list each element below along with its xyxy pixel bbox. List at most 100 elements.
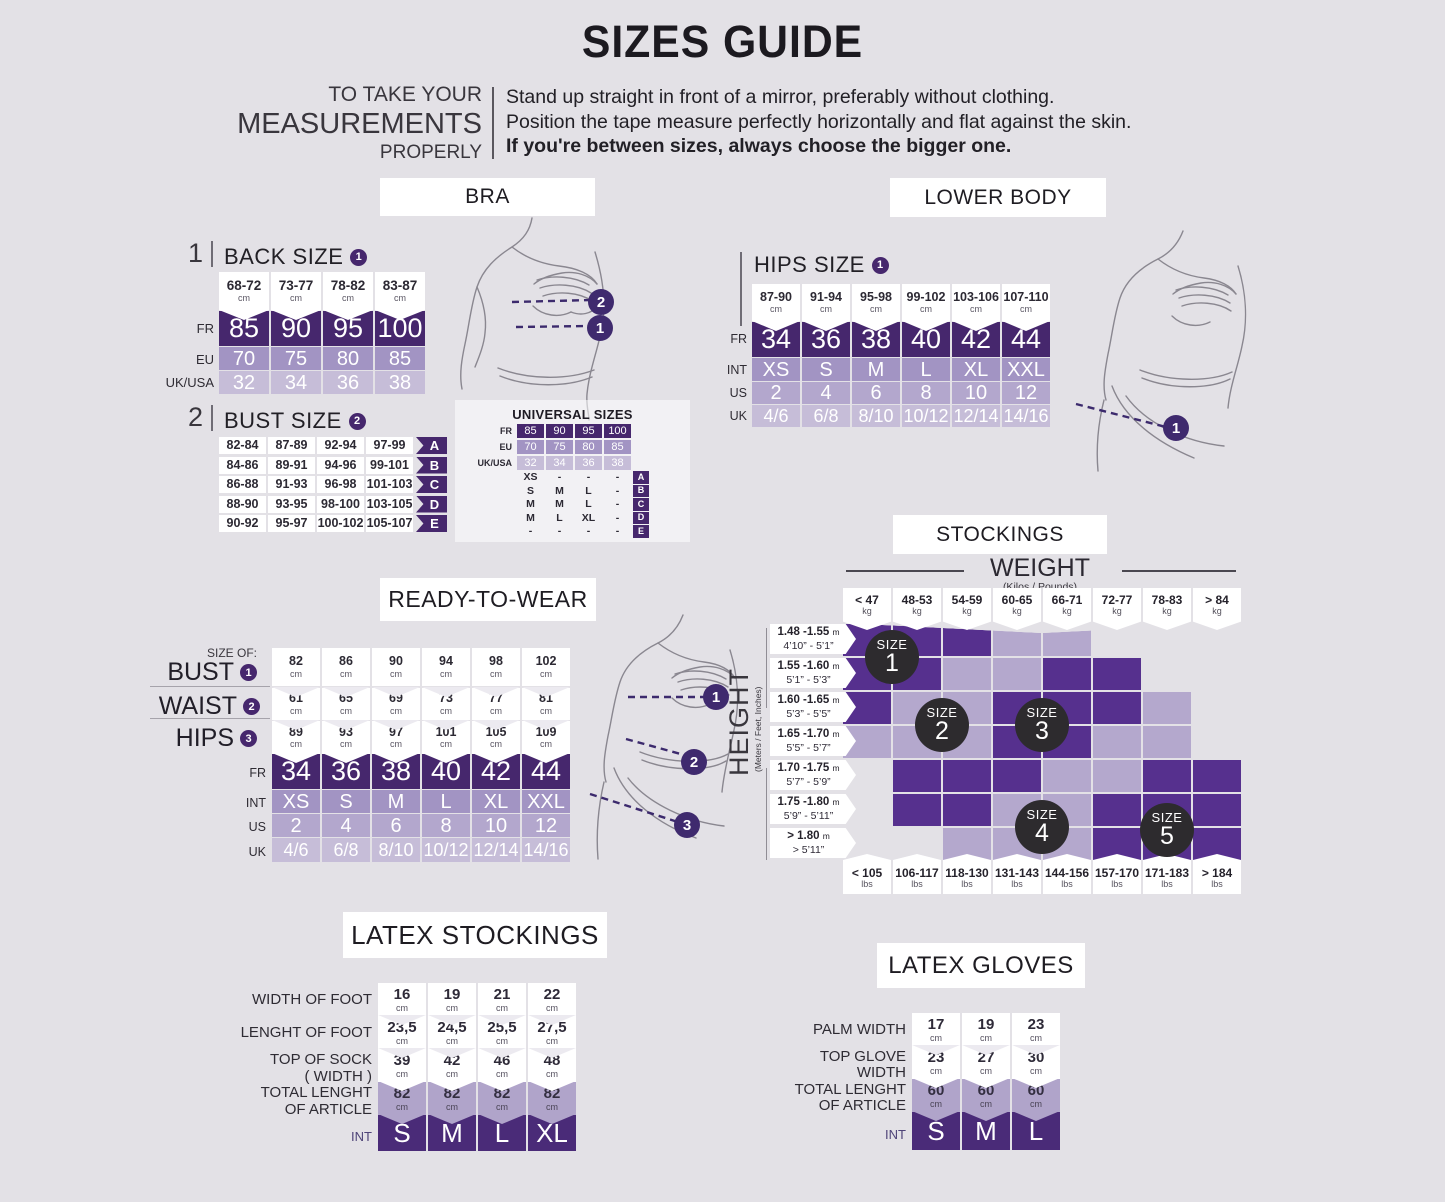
universal-cell: -: [586, 525, 591, 537]
int-size-cell: M: [428, 1115, 476, 1151]
divider: [211, 241, 213, 267]
universal-cell: -: [557, 471, 562, 483]
int-size-cell: S: [912, 1112, 960, 1150]
row-label-fr: FR: [249, 766, 266, 780]
grid-cell: [893, 760, 941, 792]
height-range-tag: > 1.80 m > 5’11”: [770, 828, 856, 858]
total-length-cell: 60 cm: [912, 1079, 960, 1112]
bust-range-cell: 100-102: [317, 515, 364, 532]
eu-size-cell: 75: [271, 347, 321, 370]
section-latex-stockings: LATEX STOCKINGS: [343, 912, 607, 958]
section-ready-to-wear: READY-TO-WEAR: [380, 578, 596, 621]
back-size-table: 68-72 cm 73-77 cm 78-82 cm 83-87 cm 85 90 95 100 70 7…: [219, 272, 425, 394]
universal-cell: 70: [517, 440, 544, 454]
bust-range-cell: 96-98: [317, 476, 364, 493]
label-total-length: TOTAL LENGHT: [260, 1084, 372, 1101]
bust-range-cell: 99-101: [366, 456, 413, 474]
hips-cm-cell: 101 cm: [422, 721, 470, 754]
uk-size-cell: 4/6: [272, 838, 320, 862]
grid-cell: [1093, 760, 1141, 792]
height-range-tag: 1.65 -1.70 m 5’5” - 5’7”: [770, 726, 856, 756]
range-cell: 73-77 cm: [271, 272, 321, 310]
grid-cell: [1193, 760, 1241, 792]
grid-cell: [1193, 794, 1241, 826]
fr-size-cell: 85: [219, 311, 269, 346]
foot-length-cell: 24,5 cm: [428, 1016, 476, 1049]
universal-row-label: [455, 525, 515, 538]
section-stockings: STOCKINGS: [893, 515, 1107, 554]
height-range-tag: 1.75 -1.80 m 5’9” - 5’11”: [770, 794, 856, 824]
figure-badge-1: 1: [1163, 415, 1189, 441]
total-length-cell: 82 cm: [478, 1082, 526, 1115]
intro-line-1: Stand up straight in front of a mirror, …: [506, 86, 1055, 108]
waist-cm-cell: 77 cm: [472, 688, 520, 720]
int-size-cell: XL: [528, 1115, 576, 1151]
lbs-label-cell: 171-183 lbs: [1143, 854, 1191, 894]
us-size-cell: 2: [272, 814, 320, 837]
glove-top-cell: 23 cm: [912, 1046, 960, 1079]
divider: [150, 718, 270, 719]
letter-tag: B: [633, 484, 649, 497]
lbs-label-cell: 106-117 lbs: [893, 854, 941, 894]
bust-range-cell: 86-88: [219, 476, 266, 493]
waist-cm-cell: 69 cm: [372, 688, 420, 720]
row-label-uk: UK: [248, 845, 266, 859]
grid-cell: [943, 760, 991, 792]
uk-size-cell: 8/10: [372, 838, 420, 862]
figure-badge-2: 2: [681, 749, 707, 775]
height-axis-title: HEIGHT: [724, 667, 754, 776]
latex-gloves-table: 17 cm 19 cm 23 cm 23 cm 27 cm 30 cm 60 cm 60 cm 60 cm S M L: [912, 1013, 1060, 1150]
int-size-cell: XS: [272, 790, 320, 813]
us-size-cell: 8: [902, 382, 950, 404]
label-total-length-2: OF ARTICLE: [818, 1097, 906, 1114]
fr-size-cell: 36: [322, 754, 370, 789]
fr-size-cell: 34: [272, 754, 320, 789]
hips-cm-cell: 105 cm: [472, 721, 520, 754]
kg-header-cell: 60-65 kg: [993, 588, 1041, 630]
latex-stockings-table: 16 cm 19 cm 21 cm 22 cm 23,5 cm 24,5 cm 25,5 cm 27,5 cm…: [378, 983, 576, 1151]
grid-cell: [943, 794, 991, 826]
section-bra: BRA: [380, 178, 595, 216]
us-size-cell: 4: [802, 382, 850, 404]
kg-header-cell: 48-53 kg: [893, 588, 941, 630]
badge-2: 2: [348, 412, 366, 430]
universal-cell: XS: [523, 471, 538, 483]
range-cell: 68-72 cm: [219, 272, 269, 310]
fr-size-cell: 34: [752, 322, 800, 357]
divider: [766, 628, 767, 708]
intro-line-3: If you're between sizes, always choose t…: [506, 135, 1012, 157]
row-label-int: INT: [726, 363, 747, 377]
hips-cm-cell: 93 cm: [322, 721, 370, 754]
universal-cell: -: [528, 525, 533, 537]
height-tags-column: 1.48 -1.55 m 4’10” - 5’1” 1.55 -1.60 m 5’1”…: [770, 624, 856, 858]
range-cell: 78-82 cm: [323, 272, 373, 310]
figure-badge-2: 2: [588, 289, 614, 315]
row-label-eu: EU: [195, 352, 214, 367]
grid-cell: [1093, 692, 1141, 724]
foot-width-cell: 19 cm: [428, 983, 476, 1016]
uk-size-cell: 12/14: [472, 838, 520, 862]
fr-size-cell: 36: [802, 322, 850, 357]
int-size-cell: S: [802, 358, 850, 381]
figure-badge-3: 3: [674, 812, 700, 838]
uk-size-cell: 10/12: [902, 405, 950, 427]
uk-size-cell: 14/16: [1002, 405, 1050, 427]
range-cell: 87-90 cm: [752, 284, 800, 321]
kg-header-cell: 66-71 kg: [1043, 588, 1091, 630]
hips-size-table: 87-90 cm 91-94 cm 95-98 cm 99-102 cm 103-106 cm 10…: [752, 284, 1050, 427]
letter-tag: D: [633, 511, 649, 524]
universal-row-label: [455, 471, 515, 484]
int-size-cell: L: [478, 1115, 526, 1151]
row-label-ukusa: UK/USA: [165, 375, 214, 390]
cup-letter-tag: E: [416, 515, 447, 532]
ukusa-size-cell: 34: [271, 371, 321, 394]
intro-label: TO TAKE YOUR MEASUREMENTS PROPERLY: [180, 83, 482, 164]
bust-range-cell: 88-90: [219, 495, 266, 513]
weight-axis-title: WEIGHT: [990, 554, 1090, 582]
universal-cell: -: [615, 471, 620, 483]
universal-row-label: [455, 498, 515, 511]
row-label-us: US: [248, 820, 266, 834]
bra-measurement-figure: [460, 217, 605, 421]
foot-length-cell: 23,5 cm: [378, 1016, 426, 1049]
